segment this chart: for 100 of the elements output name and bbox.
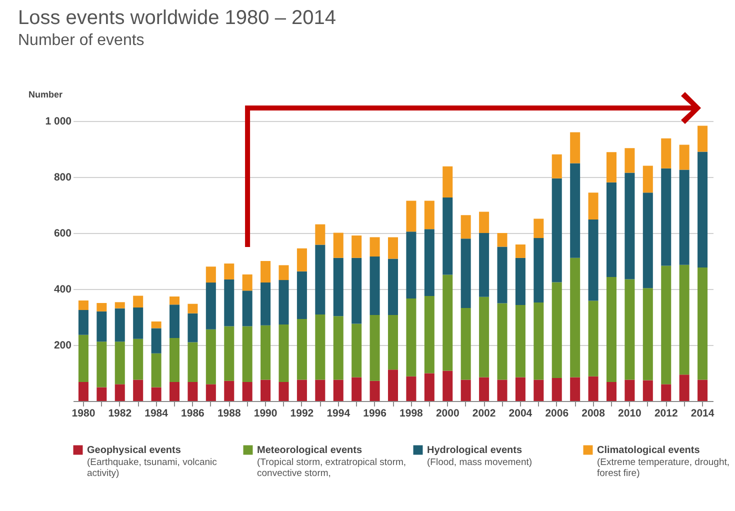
- x-tick-label: 1998: [400, 408, 424, 420]
- bar: [242, 382, 252, 401]
- bar: [515, 377, 526, 401]
- bar: [406, 200, 416, 232]
- x-tick-label: 1986: [181, 408, 205, 420]
- bar: [278, 324, 289, 382]
- bar: [333, 316, 344, 380]
- legend-label: Geophysical events: [87, 445, 182, 456]
- bar: [352, 258, 362, 324]
- bar: [606, 182, 616, 277]
- bar: [442, 274, 453, 371]
- bar: [515, 304, 526, 378]
- bar: [151, 353, 162, 388]
- text: (Earthquake, tsunami, volcanic activity): [87, 457, 218, 479]
- bar: [133, 338, 144, 380]
- bar: [315, 380, 326, 401]
- y-tick-label: 800: [54, 172, 72, 184]
- bar: [424, 373, 434, 401]
- bar: [315, 314, 326, 380]
- bar: [606, 382, 616, 401]
- x-tick-label: 1990: [254, 408, 278, 420]
- y-axis-title: Number: [28, 90, 63, 100]
- bar: [188, 313, 198, 342]
- bar: [151, 387, 162, 401]
- bar: [606, 152, 616, 182]
- bar: [260, 380, 271, 401]
- legend-label: Hydrological events: [427, 445, 522, 456]
- bar: [460, 215, 471, 239]
- bar: [570, 163, 580, 258]
- bar: [661, 138, 672, 168]
- bar: [698, 380, 708, 401]
- bar: [570, 258, 580, 378]
- bar: [679, 144, 690, 170]
- bar: [114, 342, 125, 384]
- text: (Flood, mass movement): [427, 457, 534, 468]
- bar: [460, 380, 471, 401]
- x-tick-label: 1988: [217, 408, 241, 420]
- bar: [552, 154, 562, 178]
- bar: [570, 132, 580, 164]
- bar: [260, 261, 271, 283]
- bar: [534, 238, 544, 302]
- bar: [642, 380, 653, 401]
- bar: [534, 380, 544, 401]
- bar: [424, 200, 434, 230]
- x-tick-label: 2010: [618, 408, 642, 420]
- bar: [260, 325, 271, 380]
- bar: [570, 377, 580, 401]
- bar: [224, 264, 234, 280]
- bar: [661, 266, 672, 384]
- bar: [624, 279, 635, 380]
- legend-label: Meteorological events: [257, 445, 362, 456]
- bar: [388, 315, 398, 370]
- bar: [679, 374, 690, 401]
- x-tick-label: 1996: [363, 408, 387, 420]
- bar: [78, 334, 88, 382]
- bar: [460, 238, 471, 308]
- bar: [661, 384, 672, 401]
- bar: [242, 326, 252, 382]
- bar: [333, 232, 344, 258]
- bar: [479, 296, 490, 378]
- bar: [260, 282, 271, 326]
- x-tick-label: 2004: [508, 408, 532, 420]
- bar: [96, 387, 107, 401]
- bar: [642, 192, 653, 288]
- bar: [315, 244, 326, 314]
- bar: [224, 380, 234, 401]
- y-tick-label: 600: [54, 228, 72, 240]
- bar: [188, 382, 198, 401]
- bar: [698, 152, 708, 268]
- bar: [588, 220, 598, 301]
- bar: [370, 315, 380, 381]
- bar: [442, 370, 453, 401]
- bar: [406, 376, 416, 401]
- bar: [296, 248, 307, 272]
- bar: [170, 296, 180, 305]
- bar: [151, 328, 162, 354]
- bar: [370, 256, 380, 316]
- x-tick-label: 2006: [545, 408, 569, 420]
- bar: [624, 148, 635, 173]
- bar: [114, 302, 125, 308]
- bar: [460, 308, 471, 380]
- bar: [679, 264, 690, 375]
- bar: [479, 377, 490, 401]
- bar: [497, 233, 508, 247]
- bar: [352, 324, 362, 378]
- bar: [170, 304, 180, 338]
- bar: [497, 380, 508, 401]
- bar: [515, 244, 526, 258]
- bar: [206, 384, 216, 401]
- x-tick-label: 2000: [436, 408, 460, 420]
- chart-title: Loss events worldwide 1980 – 2014: [18, 7, 336, 29]
- bar: [534, 218, 544, 238]
- x-tick-label: 1980: [72, 408, 96, 420]
- bar: [170, 382, 180, 401]
- x-tick-label: 2012: [654, 408, 678, 420]
- bar: [624, 380, 635, 401]
- bar: [552, 378, 562, 401]
- bar: [333, 258, 344, 316]
- x-tick-label: 1982: [108, 408, 132, 420]
- bar: [242, 274, 252, 291]
